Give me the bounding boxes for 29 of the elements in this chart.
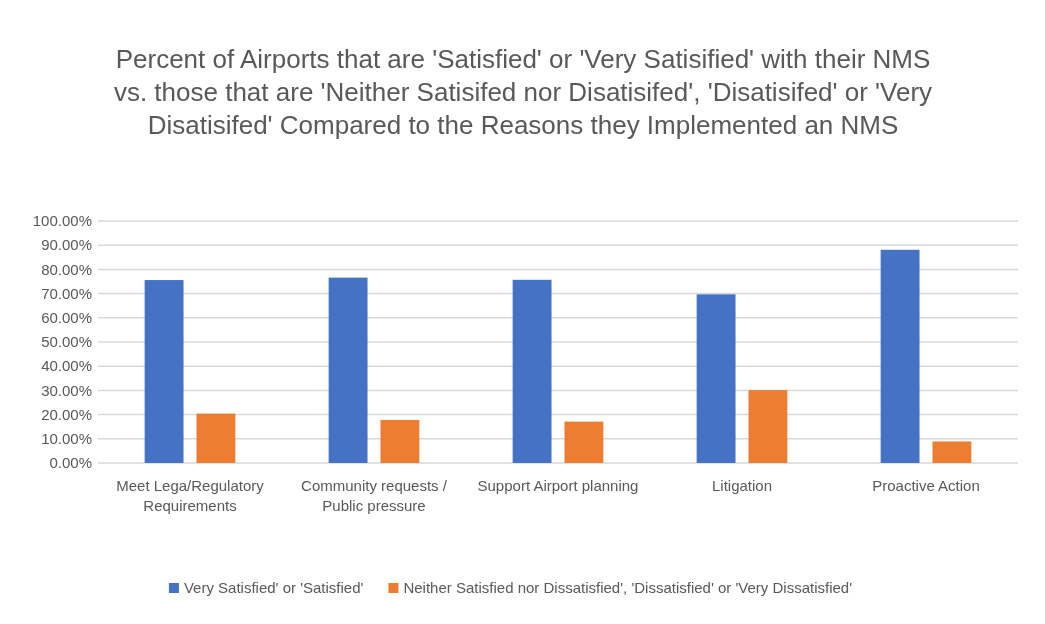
x-tick-label: Litigation bbox=[711, 477, 773, 494]
bar bbox=[696, 294, 736, 463]
y-tick-label: 100.00% bbox=[32, 212, 92, 230]
bar bbox=[196, 413, 236, 463]
x-tick-label: Proactive Action bbox=[872, 477, 980, 494]
bar bbox=[748, 390, 788, 463]
y-tick-label: 10.00% bbox=[41, 430, 92, 448]
y-tick-label: 70.00% bbox=[41, 284, 92, 302]
y-tick-label: 90.00% bbox=[41, 236, 92, 254]
y-tick-label: 20.00% bbox=[41, 405, 92, 423]
bar bbox=[328, 277, 368, 463]
bar bbox=[380, 419, 420, 463]
x-tick-label: Community requests / Public pressure bbox=[301, 477, 448, 514]
x-tick-label: Meet Lega/Regulatory Requirements bbox=[116, 477, 265, 514]
legend-label: Neither Satisfied nor Dissatisfied', 'Dissatisfied' or 'Very Dissatisfied' bbox=[403, 579, 853, 597]
y-tick-label: 40.00% bbox=[41, 357, 92, 375]
y-tick-label: 0.00% bbox=[49, 454, 92, 472]
bar bbox=[880, 249, 920, 463]
y-tick-label: 60.00% bbox=[41, 309, 92, 327]
y-tick-label: 30.00% bbox=[41, 381, 92, 399]
y-tick-label: 50.00% bbox=[41, 333, 92, 351]
bar bbox=[564, 421, 604, 463]
y-tick-label: 80.00% bbox=[41, 260, 92, 278]
chart-title: Percent of Airports that are 'Satisfied' or 'Very Satisified' with their NMS vs. those that are 'Neither Satisifed nor Disatisifed', 'Disatisifed' or 'Very Disatisifed' Compared to the Reasons they Implemented an NMS bbox=[113, 44, 933, 140]
bar bbox=[144, 280, 184, 463]
bar bbox=[512, 279, 552, 463]
x-tick-label: Support Airport planning bbox=[477, 477, 639, 494]
bar bbox=[932, 441, 972, 463]
legend-label: Very Satisfied' or 'Satisfied' bbox=[183, 579, 364, 597]
